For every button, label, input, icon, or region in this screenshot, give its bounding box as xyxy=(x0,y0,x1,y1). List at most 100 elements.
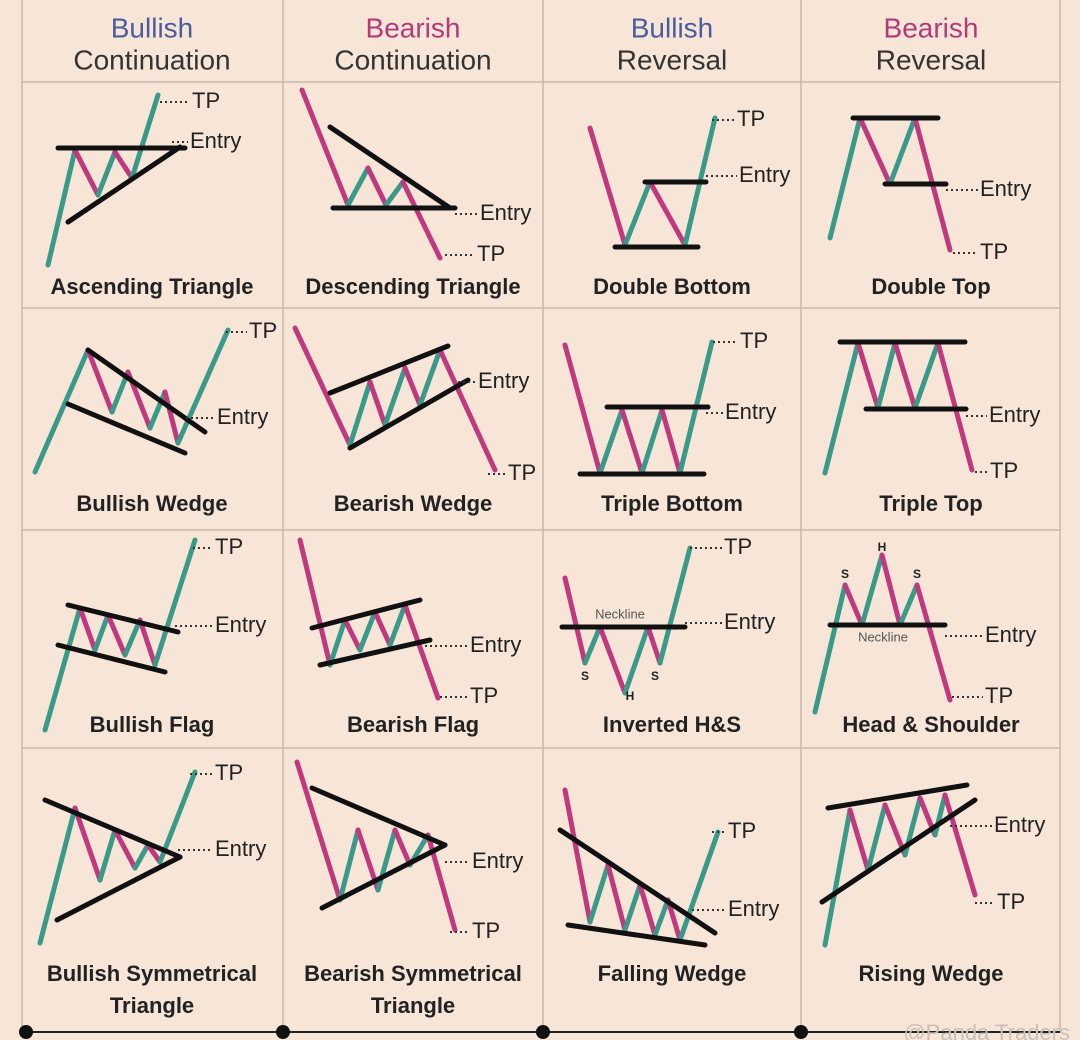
price-segment xyxy=(587,125,628,248)
level-label: TP xyxy=(728,818,756,843)
pattern-line xyxy=(557,827,718,936)
pattern-line xyxy=(327,343,451,396)
price-segment xyxy=(42,605,83,733)
price-segment xyxy=(637,882,658,938)
price-segment xyxy=(822,807,853,948)
price-segment xyxy=(162,389,181,446)
point-label: S xyxy=(651,669,659,683)
price-segment xyxy=(383,179,406,208)
pattern-line xyxy=(65,144,183,225)
pattern-name: Rising Wedge xyxy=(858,961,1003,986)
price-segment xyxy=(857,115,893,187)
price-segment xyxy=(619,407,645,476)
level-label: TP xyxy=(470,683,498,708)
level-label: Entry xyxy=(217,404,268,429)
pattern-name: Double Bottom xyxy=(593,274,751,299)
price-segment xyxy=(72,147,101,198)
level-label: Entry xyxy=(470,632,521,657)
price-segment xyxy=(32,347,91,475)
pattern-line xyxy=(85,347,208,435)
price-segment xyxy=(77,605,98,653)
price-segment xyxy=(294,759,343,903)
price-segment xyxy=(892,340,918,411)
price-segment xyxy=(72,805,103,883)
pattern-name: Descending Triangle xyxy=(305,274,520,299)
price-segment xyxy=(92,612,111,653)
price-segment xyxy=(85,347,115,415)
level-label: Entry xyxy=(728,896,779,921)
level-label: TP xyxy=(990,458,1018,483)
pattern-name: Triangle xyxy=(371,993,455,1018)
pattern-line xyxy=(42,797,183,860)
pattern-name: Bearish Wedge xyxy=(334,491,493,516)
point-label: H xyxy=(626,689,635,703)
pattern-line xyxy=(65,401,188,456)
level-label: Entry xyxy=(478,368,529,393)
price-segment xyxy=(622,882,643,933)
level-label: Entry xyxy=(472,848,523,873)
level-label: TP xyxy=(980,239,1008,264)
pattern-line xyxy=(565,922,708,948)
pattern-line xyxy=(309,785,448,848)
pattern-name: Triple Bottom xyxy=(601,491,743,516)
price-segment xyxy=(622,179,653,248)
header-text: Bearish xyxy=(884,12,979,43)
price-segment xyxy=(387,602,408,648)
price-segment xyxy=(292,325,353,448)
price-segment xyxy=(659,407,683,476)
price-segment xyxy=(865,802,888,873)
price-segment xyxy=(639,407,665,476)
level-label: TP xyxy=(215,760,243,785)
header-text: Bullish xyxy=(111,12,193,43)
header-text: Continuation xyxy=(334,44,491,75)
price-segment xyxy=(147,389,168,431)
pattern-name: Bearish Symmetrical xyxy=(304,961,522,986)
price-segment xyxy=(342,617,363,653)
pattern-name: Bullish Flag xyxy=(90,712,215,737)
level-label: Entry xyxy=(190,128,241,153)
point-label: S xyxy=(913,567,921,581)
pattern-name: Bearish Flag xyxy=(347,712,479,737)
level-label: TP xyxy=(215,534,243,559)
price-segment xyxy=(297,537,333,668)
price-segment xyxy=(337,827,361,903)
price-segment xyxy=(879,552,903,628)
price-segment xyxy=(645,624,663,666)
price-segment xyxy=(859,552,885,628)
price-segment xyxy=(45,147,78,268)
point-label: S xyxy=(581,669,589,683)
price-segment xyxy=(137,617,158,668)
pattern-name: Ascending Triangle xyxy=(51,274,254,299)
point-label: H xyxy=(878,540,887,554)
pattern-name: Double Top xyxy=(871,274,990,299)
price-segment xyxy=(822,340,861,476)
price-segment xyxy=(392,827,413,868)
price-segment xyxy=(647,179,688,248)
header-text: Bearish xyxy=(366,12,461,43)
price-segment xyxy=(95,149,118,198)
dot xyxy=(794,1025,808,1039)
price-segment xyxy=(665,897,683,943)
price-segment xyxy=(875,340,898,411)
price-segment xyxy=(677,829,721,943)
pattern-line xyxy=(319,842,448,911)
level-label: Entry xyxy=(994,812,1045,837)
level-label: Entry xyxy=(725,399,776,424)
price-segment xyxy=(897,582,920,628)
point-label: S xyxy=(841,567,849,581)
level-label: Entry xyxy=(985,622,1036,647)
price-segment xyxy=(122,617,143,658)
price-segment xyxy=(299,87,351,208)
watermark: @Panda Traders xyxy=(903,1020,1070,1040)
pattern-line xyxy=(347,377,471,451)
level-label: Entry xyxy=(215,612,266,637)
neckline-label: Neckline xyxy=(858,629,908,644)
level-label: TP xyxy=(472,918,500,943)
header-text: Bullish xyxy=(631,12,713,43)
price-segment xyxy=(175,327,231,446)
price-segment xyxy=(347,379,373,448)
pattern-line xyxy=(327,124,453,211)
pattern-line xyxy=(55,642,168,675)
pattern-name: Falling Wedge xyxy=(598,961,747,986)
